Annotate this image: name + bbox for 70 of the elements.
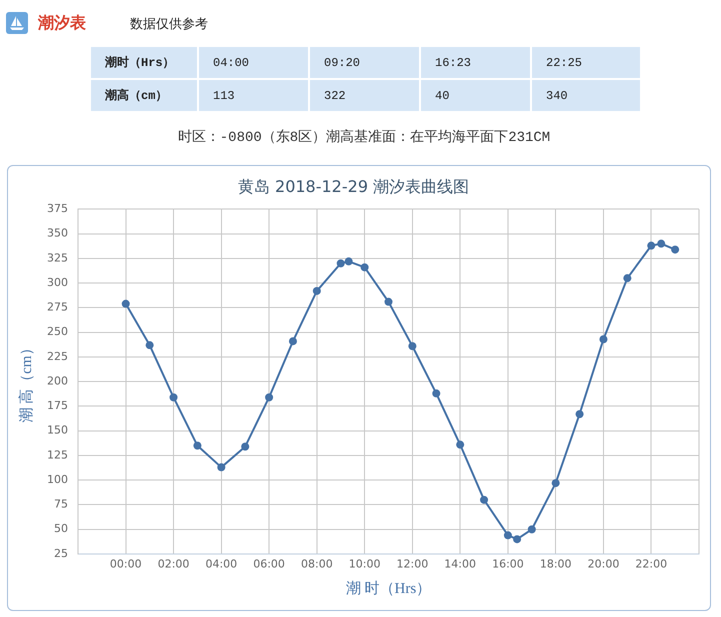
x-tick-label: 12:00 xyxy=(396,557,428,570)
point xyxy=(312,286,321,295)
point xyxy=(217,463,226,472)
x-tick-label: 04:00 xyxy=(205,557,238,570)
point xyxy=(344,257,353,266)
text: 潮汐表 xyxy=(38,13,86,34)
point xyxy=(265,393,274,402)
text: 22:25 xyxy=(532,47,640,78)
point xyxy=(384,298,392,306)
text: 09:20 xyxy=(310,47,419,78)
point xyxy=(528,525,536,534)
text: 322 xyxy=(310,80,419,111)
y-tick-label: 225 xyxy=(47,350,68,363)
text: 潮高（cm） xyxy=(91,80,197,111)
point xyxy=(657,240,666,248)
point xyxy=(193,442,202,450)
x-tick-label: 00:00 xyxy=(110,557,142,570)
point xyxy=(170,393,178,402)
point xyxy=(336,259,345,268)
y-tick-label: 300 xyxy=(47,276,68,289)
x-tick-label: 22:00 xyxy=(635,557,668,570)
y-axis-title: 潮 高（cm） xyxy=(18,340,35,423)
point xyxy=(647,242,656,250)
text: 340 xyxy=(532,80,640,111)
text: 16:23 xyxy=(421,47,530,78)
point xyxy=(408,342,416,350)
y-tick-label: 50 xyxy=(54,522,68,536)
x-tick-label: 20:00 xyxy=(588,557,620,570)
x-tick-label: 08:00 xyxy=(300,557,333,570)
x-axis-title: 潮 时（Hrs） xyxy=(346,580,432,597)
point xyxy=(360,263,369,272)
text: 数据仅供参考 xyxy=(130,16,208,33)
x-tick-label: 06:00 xyxy=(253,557,285,570)
y-tick-label: 175 xyxy=(47,399,68,412)
chart-title: 黄岛 2018-12-29 潮汐表曲线图 xyxy=(238,176,470,196)
y-tick-label: 125 xyxy=(47,448,68,462)
text: 04:00 xyxy=(199,47,308,78)
text: 113 xyxy=(199,80,308,111)
point xyxy=(122,300,130,308)
point xyxy=(504,531,512,540)
y-tick-label: 275 xyxy=(47,300,68,314)
x-tick-label: 02:00 xyxy=(158,557,190,570)
point xyxy=(513,535,522,544)
y-tick-label: 375 xyxy=(47,202,68,216)
text: 时区：-0800（东8区）潮高基准面：在平均海平面下231CM xyxy=(176,128,552,146)
point xyxy=(576,410,584,418)
x-tick-label: 16:00 xyxy=(492,557,524,570)
text: 40 xyxy=(421,80,530,111)
y-tick-label: 150 xyxy=(47,424,68,437)
y-tick-label: 100 xyxy=(47,472,68,486)
y-tick-label: 25 xyxy=(54,546,68,560)
x-tick-label: 10:00 xyxy=(348,557,380,570)
point xyxy=(623,274,632,282)
point xyxy=(671,246,680,254)
point xyxy=(552,479,560,488)
point xyxy=(288,337,297,346)
y-tick-label: 200 xyxy=(47,374,68,388)
text: 潮时（Hrs） xyxy=(91,47,197,78)
y-tick-label: 250 xyxy=(47,325,68,338)
y-tick-label: 350 xyxy=(47,226,68,240)
point xyxy=(241,442,250,451)
point xyxy=(432,389,440,398)
y-tick-label: 325 xyxy=(47,251,68,264)
y-tick-label: 75 xyxy=(54,498,68,511)
point xyxy=(599,335,608,344)
point xyxy=(146,341,154,350)
x-tick-label: 14:00 xyxy=(444,557,476,570)
point xyxy=(456,440,464,449)
point xyxy=(480,496,488,504)
x-tick-label: 18:00 xyxy=(540,557,572,570)
